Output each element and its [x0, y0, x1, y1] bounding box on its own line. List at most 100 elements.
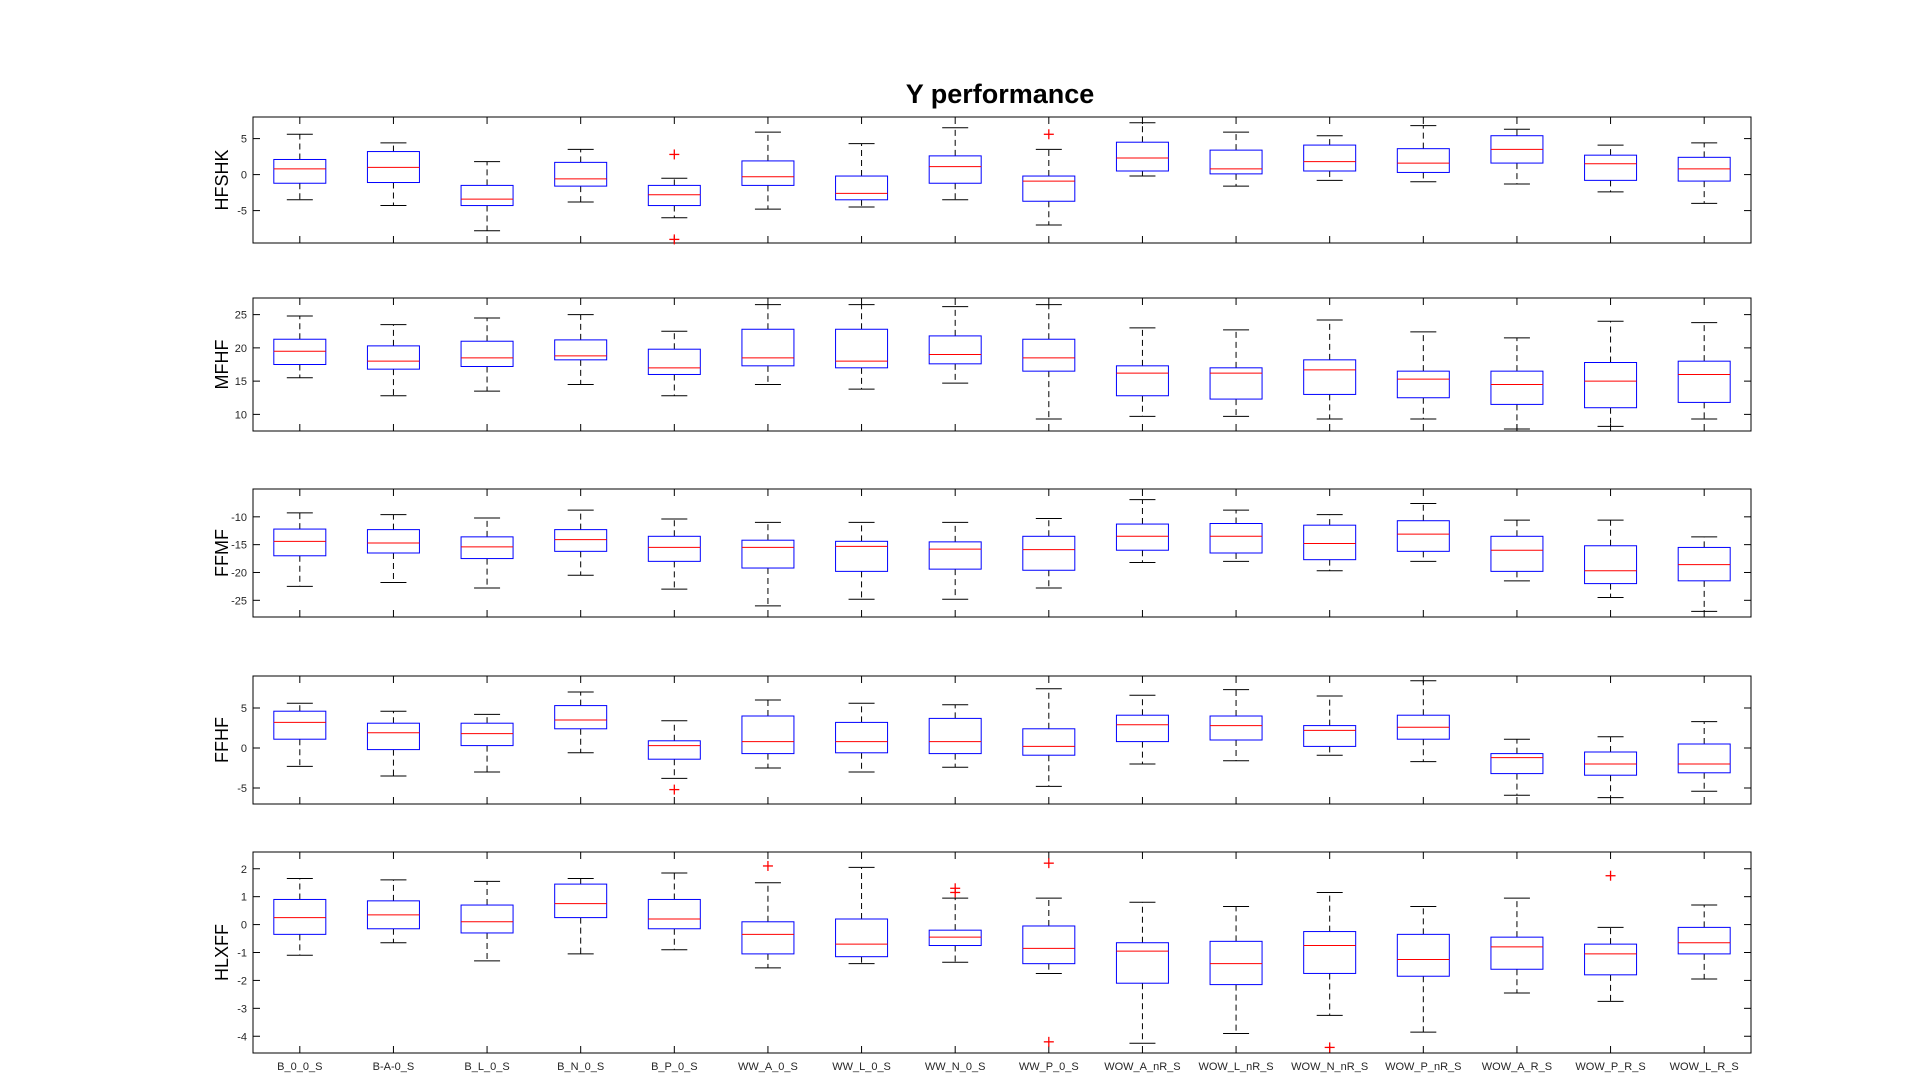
iqr-box: [1677, 360, 1731, 403]
x-tick-label: WW_N_0_S: [925, 1061, 986, 1073]
box-b_0_0_s: [273, 512, 327, 587]
iqr-box: [647, 348, 701, 375]
x-tick-label: WOW_N_nR_S: [1291, 1061, 1368, 1073]
box-b_n_0_s: [554, 314, 608, 385]
iqr-box: [1677, 743, 1731, 774]
iqr-box: [273, 898, 327, 935]
iqr-box: [460, 184, 514, 207]
box-wow_n_nr_s: [1303, 695, 1357, 756]
iqr-box: [835, 175, 889, 201]
box-b-a-0_s: [366, 710, 420, 777]
box-b_l_0_s: [460, 880, 514, 962]
iqr-box: [835, 540, 889, 572]
iqr-box: [835, 328, 889, 369]
box-ww_a_0_s: [741, 860, 795, 969]
box-wow_a_r_s: [1490, 897, 1544, 994]
iqr-box: [1584, 943, 1638, 976]
box-wow_p_nr_s: [1396, 125, 1450, 183]
y-tick-label: 20: [235, 343, 247, 355]
box-wow_l_nr_s: [1209, 509, 1263, 562]
box-b_p_0_s: [647, 720, 701, 795]
iqr-box: [554, 529, 608, 552]
box-ww_l_0_s: [835, 304, 889, 390]
box-wow_p_nr_s: [1396, 331, 1450, 420]
box-wow_p_r_s: [1584, 519, 1638, 599]
box-wow_a_nr_s: [1115, 327, 1169, 417]
box-wow_a_nr_s: [1115, 122, 1169, 177]
box-b_n_0_s: [554, 878, 608, 955]
y-tick-label: -20: [231, 567, 247, 579]
iqr-box: [1396, 370, 1450, 399]
y-axis-label: FFMF: [212, 529, 232, 577]
box-b_n_0_s: [554, 691, 608, 754]
iqr-box: [1209, 367, 1263, 400]
axes-frame: [252, 488, 1752, 618]
x-tick-label: WOW_L_nR_S: [1198, 1061, 1273, 1073]
box-b-a-0_s: [366, 879, 420, 944]
box-ww_n_0_s: [928, 883, 982, 963]
box-wow_p_r_s: [1584, 870, 1638, 1002]
iqr-box: [741, 921, 795, 955]
box-ww_p_0_s: [1022, 688, 1076, 787]
iqr-box: [1115, 942, 1169, 984]
y-axis-label: HLXFF: [212, 924, 232, 981]
iqr-box: [741, 160, 795, 186]
x-tick-label: WOW_A_R_S: [1482, 1061, 1552, 1073]
box-wow_p_nr_s: [1396, 905, 1450, 1033]
iqr-box: [1022, 175, 1076, 202]
iqr-box: [647, 898, 701, 930]
panel-hfshk: -5 0 5 HFSHK: [212, 116, 1752, 245]
outlier-marker: [1605, 870, 1616, 881]
iqr-box: [741, 328, 795, 367]
iqr-box: [1584, 362, 1638, 409]
iqr-box: [366, 345, 420, 370]
y-tick-label: -25: [231, 595, 247, 607]
y-tick-label: 5: [241, 703, 247, 715]
x-tick-label: B_P_0_S: [651, 1061, 697, 1073]
iqr-box: [1584, 154, 1638, 181]
x-tick-label: WW_A_0_S: [738, 1061, 798, 1073]
y-tick-label: 0: [241, 920, 247, 932]
box-wow_l_r_s: [1677, 721, 1731, 792]
box-wow_l_r_s: [1677, 904, 1731, 980]
iqr-box: [1677, 546, 1731, 582]
iqr-box: [366, 722, 420, 751]
iqr-box: [928, 717, 982, 755]
box-b_0_0_s: [273, 878, 327, 956]
iqr-box: [1303, 725, 1357, 747]
iqr-box: [647, 535, 701, 562]
y-tick-label: 2: [241, 864, 247, 876]
y-tick-label: -5: [237, 206, 247, 218]
x-tick-label: B_N_0_S: [557, 1061, 604, 1073]
x-tick-label: WOW_A_nR_S: [1104, 1061, 1180, 1073]
iqr-box: [1209, 940, 1263, 986]
iqr-box: [1022, 925, 1076, 965]
axes-frame: [252, 675, 1752, 805]
box-wow_p_nr_s: [1396, 502, 1450, 562]
box-ww_p_0_s: [1022, 517, 1076, 589]
iqr-box: [1303, 144, 1357, 172]
iqr-box: [835, 918, 889, 958]
box-wow_n_nr_s: [1303, 514, 1357, 572]
iqr-box: [1396, 520, 1450, 552]
y-tick-label: -10: [231, 512, 247, 524]
box-wow_l_nr_s: [1209, 131, 1263, 187]
box-ww_a_0_s: [741, 131, 795, 210]
panel-ffhf: -5 0 5 FFHF: [212, 675, 1752, 805]
y-tick-label: -2: [237, 975, 247, 987]
box-ww_a_0_s: [741, 304, 795, 385]
box-wow_l_nr_s: [1209, 905, 1263, 1034]
box-b_l_0_s: [460, 713, 514, 773]
iqr-box: [1396, 148, 1450, 173]
iqr-box: [273, 338, 327, 366]
iqr-box: [1490, 936, 1544, 970]
iqr-box: [1677, 926, 1731, 955]
y-tick-label: 5: [241, 134, 247, 146]
box-b_n_0_s: [554, 509, 608, 576]
box-b_p_0_s: [647, 330, 701, 397]
iqr-box: [1209, 523, 1263, 554]
x-tick-label: WW_L_0_S: [832, 1061, 891, 1073]
outlier-marker: [669, 784, 680, 795]
